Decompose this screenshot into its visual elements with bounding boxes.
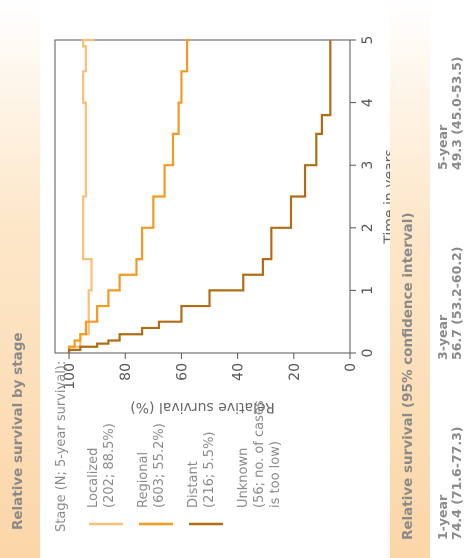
rs-col-3-value: 49.3 (45.0-53.5)	[449, 56, 464, 171]
y-tick-label: 80	[118, 363, 134, 381]
series-line-0	[67, 38, 95, 353]
x-tick-label: 1	[360, 286, 376, 295]
y-tick-label: 40	[231, 363, 247, 381]
y-tick-label: 20	[287, 363, 303, 381]
legend-label-3: Unknown	[236, 448, 251, 508]
rs-col-2-value: 56.7 (53.2-60.2)	[449, 246, 464, 361]
legend-label-1: (603; 55.2%)	[152, 423, 167, 508]
legend-label-2: Distant	[186, 461, 201, 508]
rs-col-1-value: 74.4 (71.6-77.3)	[449, 426, 464, 541]
series-line-1	[67, 38, 190, 353]
x-tick-label: 2	[360, 223, 376, 232]
relative-survival-bar: Relative survival (95% confidence interv…	[390, 0, 430, 558]
legend-label-0: (202; 88.5%)	[102, 423, 117, 508]
series-line-2	[67, 40, 332, 353]
legend-label-1: Regional	[136, 452, 151, 508]
rs-col-1: 1-year 74.4 (71.6-77.3)	[435, 426, 464, 541]
legend-label-3: (56; no. of cases	[252, 400, 267, 508]
y-tick-label: 60	[174, 363, 190, 381]
x-tick-label: 4	[360, 98, 376, 107]
x-tick-label: 5	[360, 36, 376, 45]
rs-col-2-label: 3-year	[435, 314, 450, 360]
page-title: Relative survival by stage	[10, 332, 26, 530]
title-bar: Relative survival by stage	[0, 0, 40, 558]
legend-title: Stage (N; 5-year survival):	[54, 361, 69, 532]
legend-label-3: is too low)	[268, 441, 283, 508]
x-axis-label: Time in years	[382, 149, 390, 244]
y-tick-label: 100	[62, 363, 78, 390]
legend-label-2: (216; 5.5%)	[202, 432, 217, 509]
rs-col-3: 5-year 49.3 (45.0-53.5)	[435, 56, 464, 171]
plot-frame	[54, 39, 351, 354]
y-axis-label: Relative survival (%)	[130, 399, 274, 415]
rs-col-1-label: 1-year	[435, 494, 450, 540]
rs-col-2: 3-year 56.7 (53.2-60.2)	[435, 246, 464, 361]
rs-col-3-label: 5-year	[435, 124, 450, 170]
relative-survival-title: Relative survival (95% confidence interv…	[400, 212, 416, 540]
legend-label-0: Localized	[86, 448, 101, 508]
survival-chart: 0 1 2 3 4 5 0 20 40 60 80 100 Time in years Relative …	[54, 36, 390, 532]
y-tick-label: 0	[343, 363, 359, 372]
x-tick-label: 3	[360, 161, 376, 170]
x-tick-label: 0	[360, 349, 376, 358]
